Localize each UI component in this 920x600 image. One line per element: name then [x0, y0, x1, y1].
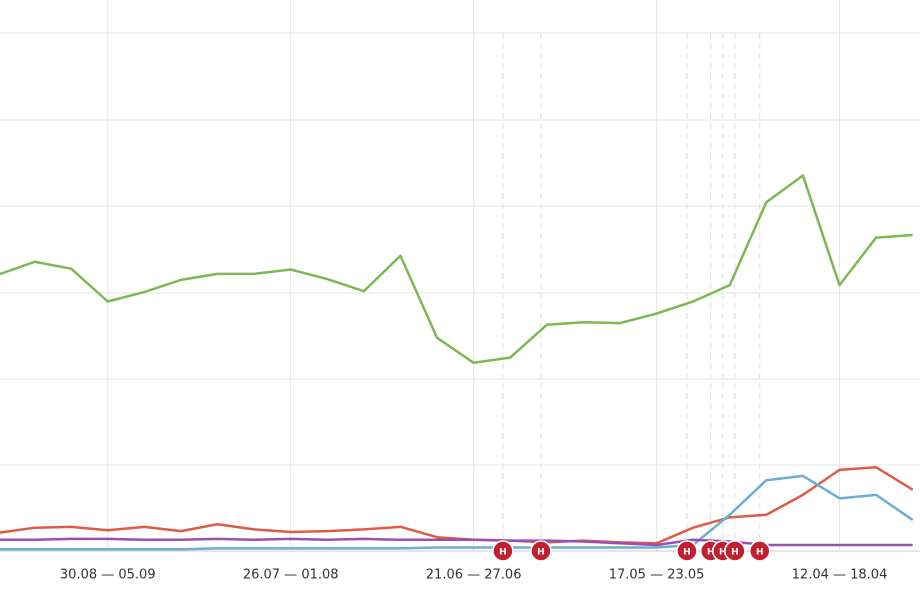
series-line	[0, 174, 913, 365]
marker-dot	[530, 540, 552, 562]
x-tick-label: 30.08 — 05.09	[60, 568, 156, 583]
series-line	[0, 466, 914, 545]
marker-dot	[676, 540, 698, 562]
x-tick-label: 26.07 — 01.08	[243, 568, 339, 583]
marker-label: H	[731, 548, 739, 558]
marker-dot	[724, 540, 746, 562]
marker-label: H	[756, 548, 764, 558]
marker-label: H	[537, 548, 545, 558]
marker-label: H	[719, 548, 727, 558]
annotation-marker: H	[676, 540, 698, 562]
annotation-marker: H	[748, 540, 771, 562]
x-tick-label: 12.04 — 18.04	[792, 568, 888, 583]
horizontal-grid	[0, 32, 920, 466]
x-tick-label: 17.05 — 23.05	[609, 568, 705, 583]
annotation-marker: H	[492, 540, 514, 562]
marker-dot	[492, 540, 514, 562]
x-tick-label: 21.06 — 27.06	[426, 568, 522, 583]
marker-label: H	[499, 548, 507, 558]
marker-dot	[748, 540, 771, 562]
marker-label: H	[707, 548, 715, 558]
annotation-marker: H	[724, 540, 746, 562]
annotation-marker: H	[530, 540, 552, 562]
series-line	[0, 474, 914, 551]
series-line	[0, 537, 913, 547]
marker-label: H	[683, 548, 691, 558]
